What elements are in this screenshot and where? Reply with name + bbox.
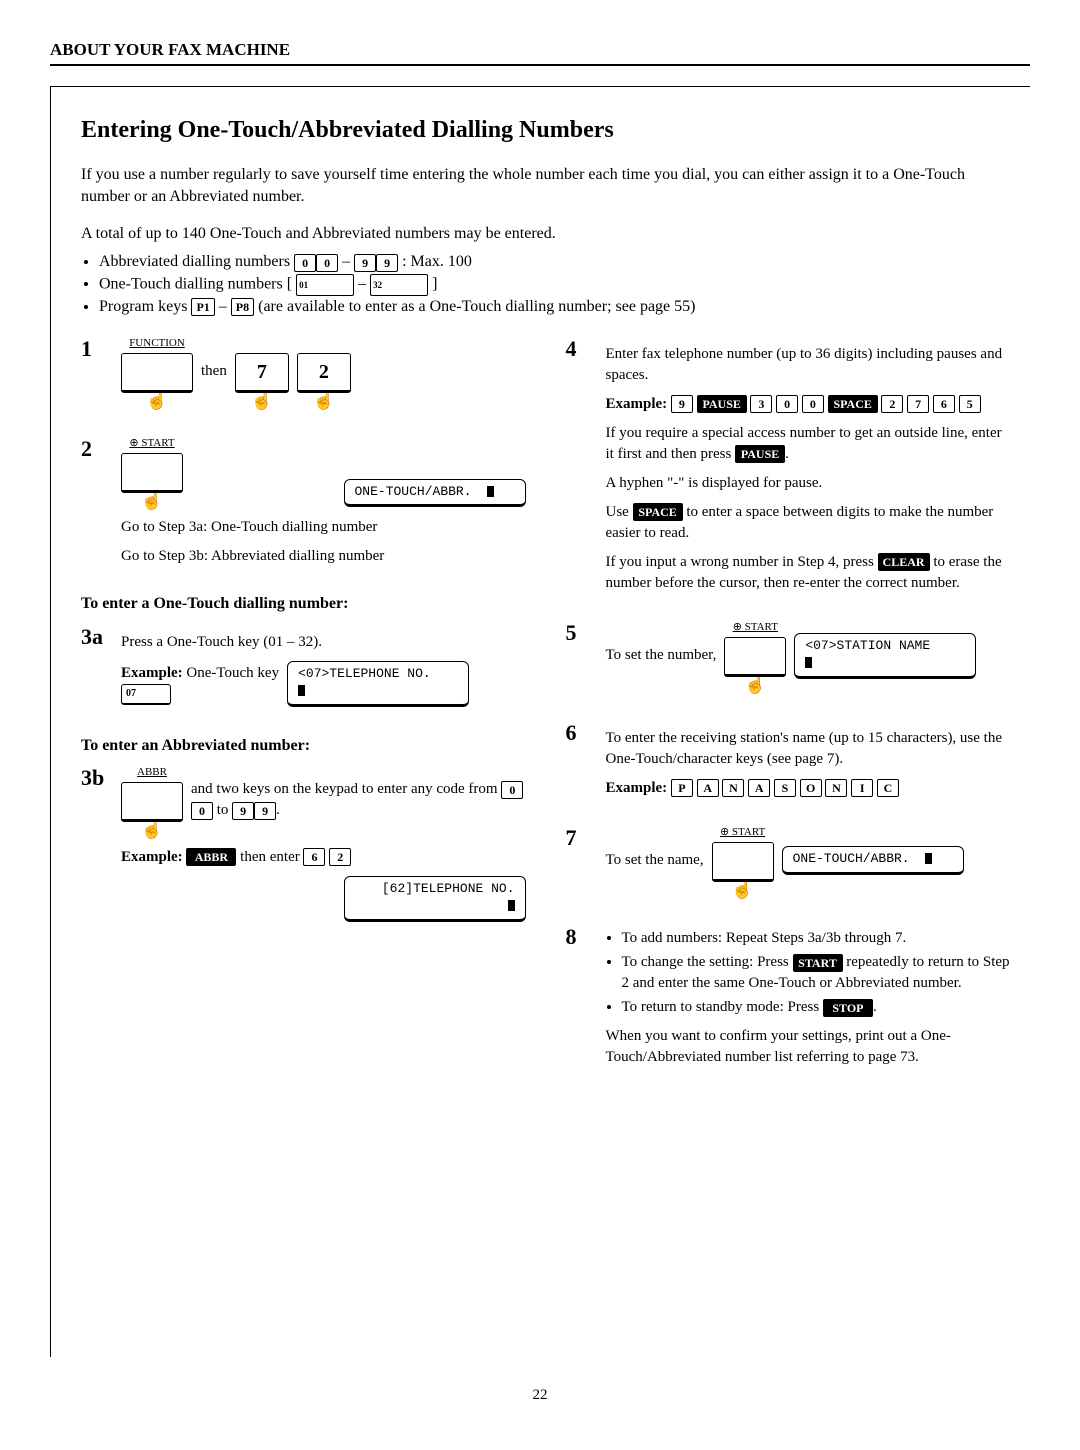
abbr-button bbox=[121, 782, 183, 822]
start-button bbox=[724, 637, 786, 677]
page-title: Entering One-Touch/Abbreviated Dialling … bbox=[81, 117, 1010, 144]
key-0b: 0 bbox=[316, 254, 338, 272]
key-i: I bbox=[851, 779, 873, 797]
step-5: 5 To set the number, ⊕ START ☝ <07>STATI… bbox=[566, 620, 1011, 702]
start-label: ⊕ START bbox=[129, 436, 174, 451]
key-32: 32 bbox=[370, 274, 428, 296]
start-button bbox=[712, 842, 774, 882]
function-label: FUNCTION bbox=[129, 336, 185, 351]
step-3b: 3b ABBR ☝ and two keys on the keypad to … bbox=[81, 765, 526, 922]
hand-icon: ☝ bbox=[251, 393, 273, 407]
key-9: 9 bbox=[671, 395, 693, 413]
abbr-key: ABBR bbox=[186, 848, 236, 866]
key-2: 2 bbox=[297, 353, 351, 393]
step-7: 7 To set the name, ⊕ START ☝ ONE-TOUCH/A… bbox=[566, 825, 1011, 907]
hand-icon: ☝ bbox=[146, 393, 168, 407]
step-4: 4 Enter fax telephone number (up to 36 d… bbox=[566, 336, 1011, 602]
key-p1: P1 bbox=[191, 298, 214, 316]
step-2: 2 ⊕ START ☝ ONE-TOUCH/ABBR. Go to bbox=[81, 436, 526, 576]
key-0: 0 bbox=[294, 254, 316, 272]
intro-paragraph: If you use a number regularly to save yo… bbox=[81, 164, 1010, 209]
goto-3b: Go to Step 3b: Abbreviated dialling numb… bbox=[121, 546, 526, 567]
limit-onetouch: One-Touch dialling numbers [ 01 – 32 ] bbox=[99, 274, 1010, 296]
clear-key: CLEAR bbox=[878, 553, 930, 571]
key-pause: PAUSE bbox=[697, 395, 747, 413]
step-1: 1 FUNCTION ☝ then 7 ☝ bbox=[81, 336, 526, 418]
key-p8: P8 bbox=[231, 298, 254, 316]
key-n: N bbox=[825, 779, 847, 797]
key-2: 2 bbox=[881, 395, 903, 413]
key-5: 5 bbox=[959, 395, 981, 413]
hand-icon: ☝ bbox=[731, 882, 753, 896]
key-s: S bbox=[774, 779, 796, 797]
key-3: 3 bbox=[750, 395, 772, 413]
lcd-display: [62]TELEPHONE NO. bbox=[344, 876, 526, 922]
goto-3a: Go to Step 3a: One-Touch dialling number bbox=[121, 517, 526, 538]
key-c: C bbox=[877, 779, 899, 797]
limits-list: Abbreviated dialling numbers 00 – 99 : M… bbox=[81, 253, 1010, 316]
key-0: 0 bbox=[776, 395, 798, 413]
left-column: 1 FUNCTION ☝ then 7 ☝ bbox=[81, 336, 526, 1095]
key-a: A bbox=[697, 779, 719, 797]
key-n: N bbox=[722, 779, 744, 797]
space-key: SPACE bbox=[633, 503, 683, 521]
onetouch-heading: To enter a One-Touch dialling number: bbox=[81, 593, 526, 615]
limit-program: Program keys P1 – P8 (are available to e… bbox=[99, 298, 1010, 316]
key-9: 9 bbox=[354, 254, 376, 272]
key-o: O bbox=[800, 779, 822, 797]
step-6: 6 To enter the receiving station's name … bbox=[566, 720, 1011, 807]
hand-icon: ☝ bbox=[313, 393, 335, 407]
function-button bbox=[121, 353, 193, 393]
abbr-heading: To enter an Abbreviated number: bbox=[81, 735, 526, 757]
example-keys: Example: 9 PAUSE 3 0 0 SPACE 2 7 6 5 bbox=[606, 394, 1011, 415]
hand-icon: ☝ bbox=[141, 822, 163, 836]
hand-icon: ☝ bbox=[141, 493, 163, 507]
pause-key: PAUSE bbox=[735, 445, 785, 463]
key-space: SPACE bbox=[828, 395, 878, 413]
step-3a: 3a Press a One-Touch key (01 – 32). Exam… bbox=[81, 624, 526, 717]
key-6: 6 bbox=[933, 395, 955, 413]
step-8: 8 To add numbers: Repeat Steps 3a/3b thr… bbox=[566, 924, 1011, 1076]
key-9b: 9 bbox=[376, 254, 398, 272]
page-number: 22 bbox=[50, 1387, 1030, 1404]
limits-lead: A total of up to 140 One-Touch and Abbre… bbox=[81, 223, 1010, 245]
start-button bbox=[121, 453, 183, 493]
right-column: 4 Enter fax telephone number (up to 36 d… bbox=[566, 336, 1011, 1095]
abbr-label: ABBR bbox=[137, 765, 167, 780]
lcd-display: ONE-TOUCH/ABBR. bbox=[344, 479, 526, 508]
key-p: P bbox=[671, 779, 693, 797]
hand-icon: ☝ bbox=[744, 677, 766, 691]
limit-abbr: Abbreviated dialling numbers 00 – 99 : M… bbox=[99, 253, 1010, 271]
lcd-display: <07>STATION NAME bbox=[794, 633, 976, 679]
key-01: 01 bbox=[296, 274, 354, 296]
content-box: Entering One-Touch/Abbreviated Dialling … bbox=[50, 86, 1030, 1357]
key-07: 07 bbox=[121, 684, 171, 705]
stop-key: STOP bbox=[823, 999, 873, 1017]
start-key: START bbox=[793, 954, 843, 972]
lcd-display: <07>TELEPHONE NO. bbox=[287, 661, 469, 707]
key-0: 0 bbox=[802, 395, 824, 413]
key-7: 7 bbox=[907, 395, 929, 413]
lcd-display: ONE-TOUCH/ABBR. bbox=[782, 846, 964, 875]
key-a: A bbox=[748, 779, 770, 797]
key-7: 7 bbox=[235, 353, 289, 393]
section-header: ABOUT YOUR FAX MACHINE bbox=[50, 40, 1030, 66]
